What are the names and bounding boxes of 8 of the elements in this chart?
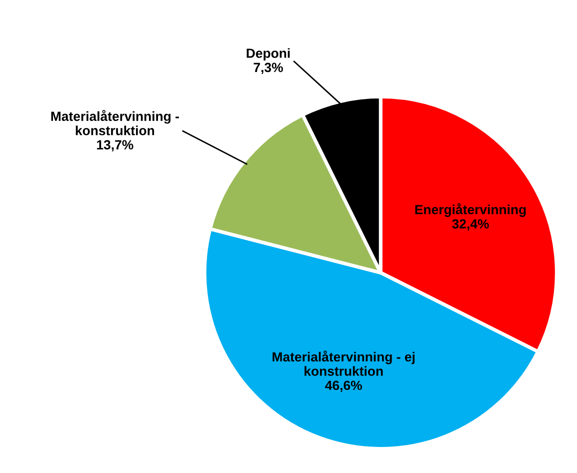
data-label: 13,7% (97, 140, 134, 152)
slice-label: Materialåtervinning - konstruktion (51, 110, 179, 136)
data-label: 32,4% (452, 219, 489, 230)
slice-label: Materialåtervinning - ej konstruktion (272, 350, 415, 376)
data-label: 7,3% (254, 62, 283, 74)
data-label: 46,6% (325, 380, 362, 392)
slice-label: Energiåtervinning (415, 203, 526, 217)
slice-label: Deponi (246, 48, 290, 61)
